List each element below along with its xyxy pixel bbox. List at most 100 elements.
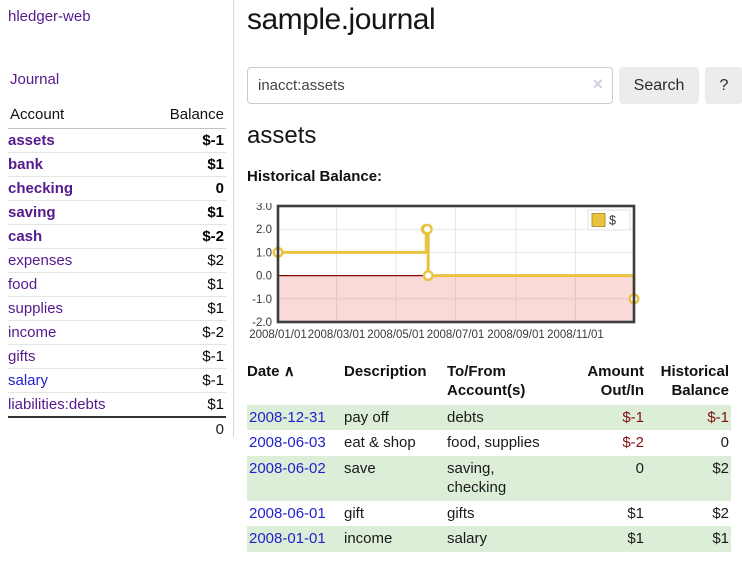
account-row: supplies $1: [8, 296, 226, 321]
account-balance: 0: [144, 176, 226, 201]
sidebar-item-journal[interactable]: Journal: [10, 71, 60, 88]
account-link-cash[interactable]: cash: [8, 228, 43, 245]
svg-text:2008/01/01: 2008/01/01: [249, 329, 307, 341]
register-row: 2008-06-02 save saving, checking 0 $2: [247, 455, 731, 501]
account-balance: $-1: [144, 368, 226, 393]
transaction-balance: $2: [712, 504, 729, 522]
account-row: gifts $-1: [8, 344, 226, 369]
account-row: food $1: [8, 272, 226, 297]
svg-text:$: $: [609, 214, 616, 228]
balance-column-header: Balance: [144, 103, 226, 129]
register-row: 2008-06-01 gift gifts $1 $2: [247, 501, 731, 527]
account-balance: $-2: [144, 224, 226, 249]
account-link-checking[interactable]: checking: [8, 180, 74, 197]
transaction-date-link[interactable]: 2008-01-01: [249, 530, 326, 547]
register-column-date[interactable]: Date ∧: [247, 363, 295, 380]
brand-link[interactable]: hledger-web: [8, 8, 91, 25]
account-link-income[interactable]: income: [8, 324, 57, 341]
transaction-accounts: gifts: [447, 504, 475, 522]
svg-text:1.0: 1.0: [256, 247, 272, 259]
account-row: salary $-1: [8, 368, 226, 393]
transaction-accounts: salary: [447, 530, 488, 547]
chart-title: Historical Balance:: [247, 168, 383, 185]
account-balance: $1: [144, 272, 226, 297]
transaction-description: eat & shop: [344, 434, 416, 451]
account-link-supplies[interactable]: supplies: [8, 300, 64, 317]
account-link-food[interactable]: food: [8, 276, 38, 293]
search-button[interactable]: Search: [619, 67, 699, 104]
transaction-date-link[interactable]: 2008-12-31: [249, 408, 326, 426]
register-column-amount: Amount Out/In: [587, 363, 644, 399]
svg-text:2.0: 2.0: [256, 224, 272, 236]
account-row: bank $1: [8, 152, 226, 177]
transaction-date-link[interactable]: 2008-06-02: [249, 459, 326, 477]
register-column-balance: Historical Balance: [660, 363, 729, 399]
transaction-amount: 0: [635, 459, 644, 477]
register-table: Date ∧ Description To/From Account(s) Amo…: [247, 361, 731, 552]
svg-text:2008/09/01: 2008/09/01: [487, 329, 545, 341]
account-row: income $-2: [8, 320, 226, 345]
transaction-amount: $-1: [622, 408, 644, 426]
transaction-balance: $1: [712, 530, 729, 547]
account-balance: $-1: [144, 128, 226, 153]
account-balance: $1: [144, 392, 226, 418]
transaction-description: pay off: [344, 408, 389, 426]
transaction-accounts: saving, checking: [447, 459, 507, 497]
account-row: cash $-2: [8, 224, 226, 249]
accounts-total-row: 0: [8, 416, 226, 441]
account-row: checking 0: [8, 176, 226, 201]
account-link-bank[interactable]: bank: [8, 156, 44, 173]
svg-text:2008/05/01: 2008/05/01: [367, 329, 425, 341]
transaction-date-link[interactable]: 2008-06-03: [249, 434, 326, 451]
svg-text:2008/11/01: 2008/11/01: [547, 329, 604, 341]
transaction-accounts: debts: [447, 408, 484, 426]
sidebar-accounts-table: Account Balance assets $-1 bank $1 check…: [8, 103, 226, 441]
register-row: 2008-06-03 eat & shop food, supplies $-2…: [247, 430, 731, 456]
transaction-description: save: [344, 459, 376, 477]
account-balance: $1: [144, 152, 226, 177]
transaction-description: income: [344, 530, 393, 547]
account-balance: $1: [144, 296, 226, 321]
clear-search-icon[interactable]: ×: [592, 74, 603, 94]
svg-text:0.0: 0.0: [256, 271, 272, 283]
register-column-accounts: To/From Account(s): [447, 363, 526, 399]
svg-text:-2.0: -2.0: [252, 317, 272, 329]
svg-text:2008/07/01: 2008/07/01: [427, 329, 485, 341]
transaction-balance: 0: [720, 434, 729, 451]
register-row: 2008-12-31 pay off debts $-1 $-1: [247, 404, 731, 430]
account-balance: $-2: [144, 320, 226, 345]
account-link-expenses[interactable]: expenses: [8, 252, 73, 269]
page-title: sample.journal: [247, 3, 436, 36]
help-button[interactable]: ?: [705, 67, 742, 104]
account-row: saving $1: [8, 200, 226, 225]
account-link-gifts[interactable]: gifts: [8, 348, 36, 365]
account-link-assets[interactable]: assets: [8, 132, 55, 149]
register-row: 2008-01-01 income salary $1 $1: [247, 526, 731, 552]
historical-balance-chart: $3.0 2.0 1.0 0.0 -1.0 -2.0 2008/01/01 2008/03/0…: [247, 201, 647, 345]
transaction-date-link[interactable]: 2008-06-01: [249, 504, 326, 522]
svg-text:2008/03/01: 2008/03/01: [308, 329, 366, 341]
main-content: sample.journal × Search ? assets Histori…: [247, 0, 742, 582]
search-input[interactable]: [247, 67, 613, 104]
accounts-column-header: Account: [8, 103, 145, 129]
account-row: expenses $2: [8, 248, 226, 273]
account-link-liabilities-debts[interactable]: liabilities:debts: [8, 396, 106, 413]
transaction-amount: $-2: [622, 434, 644, 451]
transaction-amount: $1: [627, 504, 644, 522]
sort-ascending-icon: ∧: [283, 363, 295, 380]
account-balance: $2: [144, 248, 226, 273]
transaction-balance: $2: [712, 459, 729, 477]
accounts-total-balance: 0: [144, 416, 226, 441]
account-link-salary[interactable]: salary: [8, 372, 49, 389]
account-link-saving[interactable]: saving: [8, 204, 56, 221]
transaction-description: gift: [344, 504, 365, 522]
transaction-amount: $1: [627, 530, 644, 547]
account-balance: $1: [144, 200, 226, 225]
transaction-accounts: food, supplies: [447, 434, 540, 451]
sidebar: hledger-web Journal Account Balance asse…: [0, 0, 234, 441]
svg-text:3.0: 3.0: [256, 203, 272, 213]
account-row: assets $-1: [8, 128, 226, 153]
account-row: liabilities:debts $1: [8, 392, 226, 418]
search-form: × Search ?: [247, 67, 742, 104]
account-balance: $-1: [144, 344, 226, 369]
